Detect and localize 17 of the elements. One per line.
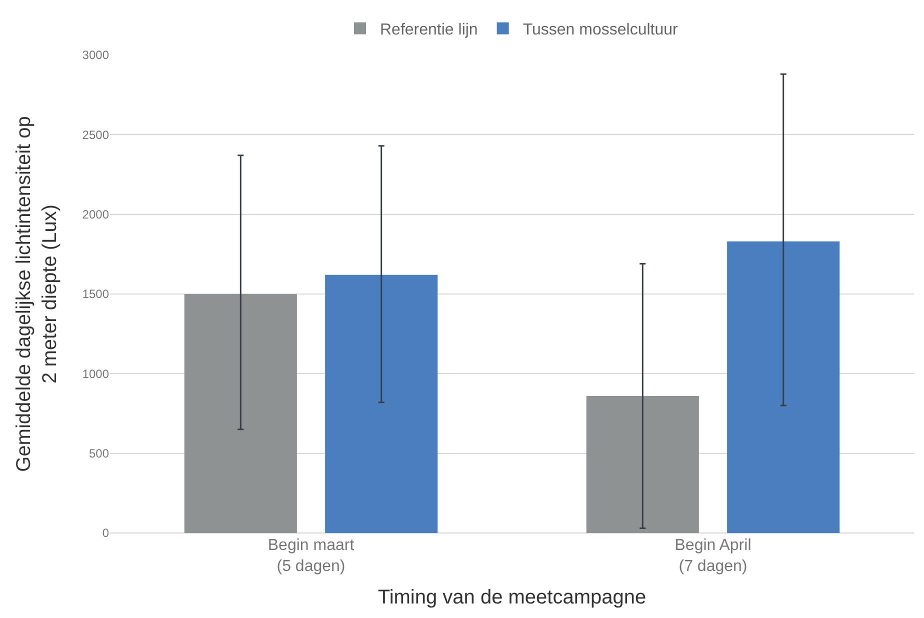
y-tick-label: 0 (102, 526, 110, 540)
y-tick-label: 2000 (82, 208, 110, 222)
y-tick-label: 3000 (82, 48, 110, 62)
x-tick-label: Begin April (7 dagen) (674, 537, 752, 575)
x-axis-title: Timing van de meetcampagne (378, 586, 646, 608)
legend-label: Tussen mosselcultuur (522, 22, 679, 39)
bar (586, 396, 699, 533)
y-axis-title: Gemiddelde dagelijkse lichtintensiteit op 2 meter diepte (Lux) (12, 116, 61, 472)
legend-label: Referentie lijn (380, 22, 478, 39)
y-tick-label: 1000 (82, 366, 110, 381)
bar (325, 274, 438, 533)
bar (727, 241, 840, 533)
y-tick-label: 2500 (82, 128, 110, 142)
y-tick-label: 500 (88, 446, 110, 461)
y-tick-label: 1500 (82, 287, 110, 302)
bar (184, 294, 297, 533)
x-tick-label: Begin maart (5 dagen) (268, 537, 355, 575)
